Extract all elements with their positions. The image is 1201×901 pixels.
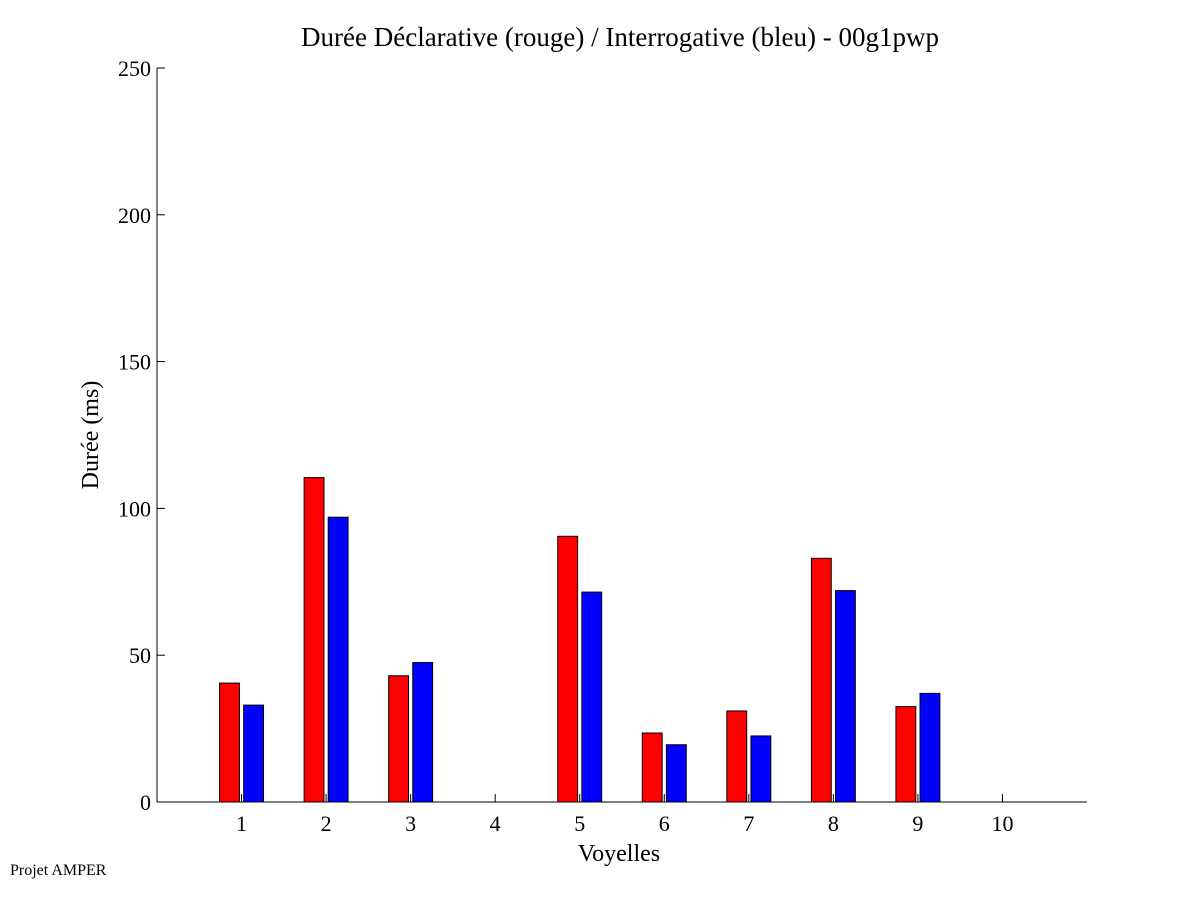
x-tick-label: 2 bbox=[321, 811, 332, 836]
x-tick-label: 5 bbox=[574, 811, 585, 836]
x-tick-label: 1 bbox=[236, 811, 247, 836]
bar-series2-voyelle-9 bbox=[919, 692, 941, 803]
x-axis-label: Voyelles bbox=[578, 841, 660, 867]
y-axis-label: Durée (ms) bbox=[78, 381, 104, 490]
y-tick-label: 0 bbox=[140, 790, 151, 815]
x-tick-label: 4 bbox=[490, 811, 501, 836]
bar-series1-voyelle-9 bbox=[895, 706, 917, 803]
x-tick-label: 8 bbox=[828, 811, 839, 836]
bar-series2-voyelle-5 bbox=[581, 591, 603, 803]
bar-series1-voyelle-3 bbox=[388, 675, 410, 803]
x-tick-label: 6 bbox=[659, 811, 670, 836]
bar-series1-voyelle-1 bbox=[219, 682, 240, 803]
bar-series2-voyelle-6 bbox=[665, 744, 687, 803]
y-tick-label: 100 bbox=[118, 496, 151, 521]
bar-series2-voyelle-8 bbox=[834, 590, 856, 803]
x-tick-label: 10 bbox=[991, 811, 1013, 836]
bar-series1-voyelle-8 bbox=[810, 557, 832, 803]
bar-series2-voyelle-7 bbox=[750, 735, 772, 803]
y-tick-label: 150 bbox=[118, 350, 151, 375]
chart-bars bbox=[219, 477, 941, 803]
bar-series2-voyelle-3 bbox=[412, 662, 434, 803]
x-tick-label: 3 bbox=[405, 811, 416, 836]
x-tick-label: 9 bbox=[912, 811, 923, 836]
bar-series1-voyelle-7 bbox=[726, 710, 748, 803]
footer-credit: Projet AMPER bbox=[10, 862, 107, 879]
bar-series2-voyelle-2 bbox=[327, 516, 349, 803]
y-tick-label: 50 bbox=[129, 643, 151, 668]
y-tick-label: 250 bbox=[118, 56, 151, 81]
bar-series1-voyelle-6 bbox=[641, 732, 663, 803]
x-tick-label: 7 bbox=[743, 811, 754, 836]
bar-series1-voyelle-2 bbox=[303, 477, 325, 803]
y-tick-label: 200 bbox=[118, 203, 151, 228]
chart-title: Durée Déclarative (rouge) / Interrogativ… bbox=[301, 22, 939, 52]
chart-axes: 0 50 100 150 200 250 1 2 3 4 5 6 7 8 9 10 bbox=[118, 56, 1087, 836]
bar-series1-voyelle-5 bbox=[557, 535, 579, 803]
axis-labels: Voyelles Durée (ms) bbox=[78, 381, 660, 867]
bar-series2-voyelle-1 bbox=[243, 704, 265, 803]
